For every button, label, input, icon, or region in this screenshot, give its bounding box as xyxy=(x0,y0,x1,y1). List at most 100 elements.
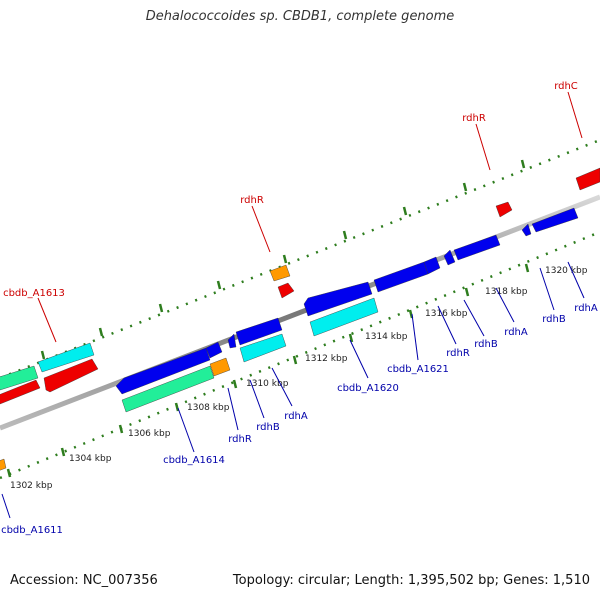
major-tick xyxy=(462,182,468,192)
gene-box xyxy=(239,333,287,363)
major-tick xyxy=(216,280,222,290)
scale-labels: 1302 kbp 1304 kbp 1306 kbp 1308 kbp 1310… xyxy=(10,266,588,491)
gene-label: rdhR xyxy=(240,195,264,206)
gene-label: rdhR xyxy=(446,348,470,359)
major-tick xyxy=(232,379,238,389)
reverse-labels: cbdb_A1611 cbdb_A1614 rdhR rdhB rdhA cbd… xyxy=(1,303,598,536)
connector-line xyxy=(227,387,239,431)
gene-arrow xyxy=(115,347,211,395)
connector-line xyxy=(539,267,555,311)
major-tick xyxy=(174,402,180,412)
map-title: Dehalococcoides sp. CBDB1, complete geno… xyxy=(145,9,455,24)
gene-arrow xyxy=(531,207,579,233)
gene-box xyxy=(269,264,291,282)
gene-label: cbdb_A1613 xyxy=(3,288,65,299)
scale-label: 1306 kbp xyxy=(128,429,171,439)
genome-stats-text: Topology: circular; Length: 1,395,502 bp… xyxy=(232,573,590,588)
connector-line xyxy=(495,287,515,323)
scale-label: 1310 kbp xyxy=(246,379,289,389)
reverse-genes xyxy=(0,207,579,471)
forward-genes xyxy=(0,167,600,405)
scale-label: 1314 kbp xyxy=(365,332,408,342)
connector-line xyxy=(437,305,457,345)
gene-arrow xyxy=(495,201,513,218)
forward-major-ticks xyxy=(40,159,526,360)
major-tick xyxy=(348,333,354,343)
label-connectors xyxy=(1,91,585,519)
gene-arrow xyxy=(227,333,237,349)
gene-arrow xyxy=(453,234,501,261)
connector-line xyxy=(271,367,293,407)
gene-arrow xyxy=(0,365,39,391)
gene-arrow xyxy=(43,358,99,393)
gene-arrow xyxy=(277,282,295,299)
gene-label: rdhR xyxy=(462,113,486,124)
connector-line xyxy=(411,313,419,361)
scale-label: 1302 kbp xyxy=(10,481,53,491)
connector-line xyxy=(251,205,271,253)
gene-arrow xyxy=(423,256,441,275)
major-tick xyxy=(40,350,46,360)
scale-label: 1316 kbp xyxy=(425,309,468,319)
gene-arrow xyxy=(521,223,532,237)
gene-arrow xyxy=(373,261,429,293)
gene-label: rdhA xyxy=(284,411,308,422)
gene-label: rdhA xyxy=(574,303,598,314)
major-tick xyxy=(158,303,164,313)
connector-line xyxy=(349,339,369,379)
scale-label: 1320 kbp xyxy=(545,266,588,276)
forward-labels: cbdb_A1613 rdhR rdhR rdhC xyxy=(3,81,578,299)
scale-label: 1304 kbp xyxy=(69,454,112,464)
accession-text: Accession: NC_007356 xyxy=(10,573,158,588)
connector-line xyxy=(567,91,583,139)
gene-label: cbdb_A1611 xyxy=(1,525,63,536)
connector-line xyxy=(249,379,265,419)
gene-arrow xyxy=(0,379,41,405)
gene-box xyxy=(309,297,379,337)
gene-label: rdhB xyxy=(474,339,498,350)
gene-arrow xyxy=(575,167,600,191)
connector-line xyxy=(1,493,11,519)
major-tick xyxy=(292,355,298,365)
scale-label: 1312 kbp xyxy=(305,354,348,364)
gene-label: rdhR xyxy=(228,434,252,445)
scale-label: 1308 kbp xyxy=(187,403,230,413)
gene-label: cbdb_A1621 xyxy=(387,364,449,375)
major-tick xyxy=(6,468,12,478)
major-tick xyxy=(402,206,408,216)
gene-label: rdhA xyxy=(504,327,528,338)
forward-tick-track xyxy=(0,138,600,380)
gene-arrow xyxy=(235,317,283,346)
gene-box xyxy=(0,458,7,471)
gene-box xyxy=(121,365,215,413)
major-tick xyxy=(464,287,470,297)
major-tick xyxy=(118,424,124,434)
gene-arrow xyxy=(205,341,223,359)
gene-arrow xyxy=(37,342,95,373)
gene-label: cbdb_A1620 xyxy=(337,383,399,394)
major-tick xyxy=(520,159,526,169)
connector-line xyxy=(177,407,195,453)
gene-label: cbdb_A1614 xyxy=(163,455,225,466)
reverse-tick-track xyxy=(0,230,600,480)
connector-line xyxy=(475,123,491,171)
major-tick xyxy=(524,263,530,273)
gene-label: rdhB xyxy=(256,422,280,433)
connector-line xyxy=(37,297,57,343)
gene-arrow xyxy=(303,281,373,317)
gene-label: rdhB xyxy=(542,314,566,325)
major-tick xyxy=(342,230,348,240)
connector-line xyxy=(567,261,585,299)
scale-label: 1318 kbp xyxy=(485,287,528,297)
major-tick xyxy=(60,447,66,457)
gene-arrow xyxy=(443,249,456,266)
major-ticks xyxy=(6,263,530,478)
major-tick xyxy=(408,309,414,319)
gene-label: rdhC xyxy=(554,81,578,92)
major-tick xyxy=(282,254,288,264)
genome-backbone xyxy=(0,194,600,431)
major-tick xyxy=(98,327,104,337)
gene-box xyxy=(209,357,231,377)
connector-line xyxy=(463,299,485,337)
